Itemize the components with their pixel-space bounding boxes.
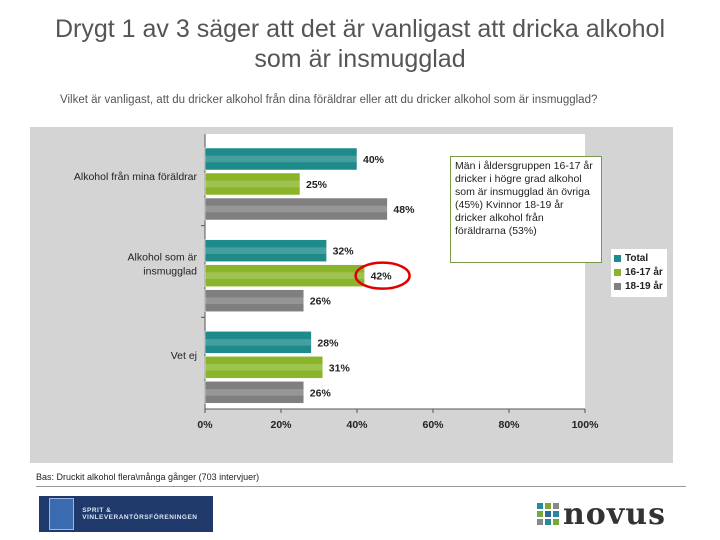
bar — [204, 172, 301, 196]
bar-chart: 0% 20% 40% 60% 80% 100% 40% 25% 48% Alkohol från … — [74, 134, 600, 431]
novus-mark-cell — [537, 519, 543, 525]
bar-value-label: 31% — [329, 362, 351, 374]
x-tick-label: 80% — [498, 419, 520, 431]
novus-mark-cell — [553, 519, 559, 525]
legend-swatch-total — [614, 254, 621, 262]
highlight-ellipse — [354, 261, 411, 290]
legend: Total 16-17 år 18-19 år — [611, 249, 667, 297]
category-label: insmugglad — [143, 266, 197, 278]
novus-mark-cell — [545, 511, 551, 517]
novus-mark-cell — [537, 503, 543, 509]
bar-shine — [205, 180, 300, 188]
x-tick-label: 20% — [270, 419, 292, 431]
bar-shine — [205, 205, 388, 213]
bar-value-label: 28% — [317, 337, 339, 349]
novus-mark-cell — [553, 511, 559, 517]
spritvin-logo: SPRIT & VINLEVERANTÖRSFÖRENINGEN — [39, 496, 213, 532]
bar — [204, 264, 365, 287]
bar-shine — [205, 155, 357, 163]
legend-label-total: Total — [625, 252, 649, 264]
footer-divider — [36, 486, 686, 487]
legend-swatch-18-19 — [614, 282, 621, 290]
bar-value-label: 32% — [333, 246, 355, 258]
novus-logo: novus — [537, 496, 687, 532]
bar — [204, 331, 312, 354]
category-label: Alkohol från mina föräldrar — [74, 171, 198, 183]
novus-mark-cell — [537, 511, 543, 517]
bar — [204, 289, 305, 312]
bar-shine — [205, 389, 304, 396]
x-tick-label: 60% — [422, 419, 444, 431]
novus-mark-cell — [553, 503, 559, 509]
x-tick-label: 40% — [346, 419, 368, 431]
bar — [204, 381, 305, 404]
legend-label-16-17: 16-17 år — [625, 266, 663, 278]
category-label: Vet ej — [171, 350, 197, 362]
bar-value-label: 42% — [371, 271, 393, 283]
legend-item-16-17: 16-17 år — [614, 265, 664, 279]
bar-value-label: 48% — [393, 204, 415, 216]
page-title: Drygt 1 av 3 säger att det är vanligast … — [54, 15, 666, 73]
novus-wordmark: novus — [563, 496, 666, 532]
bar-shine — [205, 297, 304, 304]
bar — [204, 356, 324, 379]
base-footnote: Bas: Druckit alkohol flera\många gånger … — [36, 472, 260, 482]
x-tick-label: 100% — [572, 419, 600, 431]
legend-swatch-16-17 — [614, 268, 621, 276]
bar-value-label: 40% — [363, 154, 385, 166]
bar-shine — [205, 272, 365, 279]
novus-mark-icon — [537, 503, 559, 525]
bar — [204, 197, 388, 221]
spritvin-logo-text: SPRIT & VINLEVERANTÖRSFÖRENINGEN — [82, 507, 198, 521]
category-label: Alkohol som är — [128, 252, 198, 264]
x-tick-label: 0% — [197, 419, 213, 431]
spritvin-emblem-icon — [49, 498, 75, 530]
legend-item-18-19: 18-19 år — [614, 279, 664, 293]
bar — [204, 239, 327, 262]
legend-item-total: Total — [614, 251, 664, 265]
bar-shine — [205, 247, 327, 254]
bar — [204, 147, 358, 171]
chart-question: Vilket är vanligast, att du dricker alko… — [60, 94, 598, 106]
annotation-box: Män i åldersgruppen 16-17 år dricker i h… — [450, 156, 602, 263]
bar-value-label: 25% — [306, 179, 328, 191]
legend-label-18-19: 18-19 år — [625, 280, 663, 292]
bar-shine — [205, 364, 323, 371]
novus-mark-cell — [545, 519, 551, 525]
bar-value-label: 26% — [310, 387, 332, 399]
novus-mark-cell — [545, 503, 551, 509]
bar-value-label: 26% — [310, 296, 332, 308]
bar-shine — [205, 339, 312, 346]
